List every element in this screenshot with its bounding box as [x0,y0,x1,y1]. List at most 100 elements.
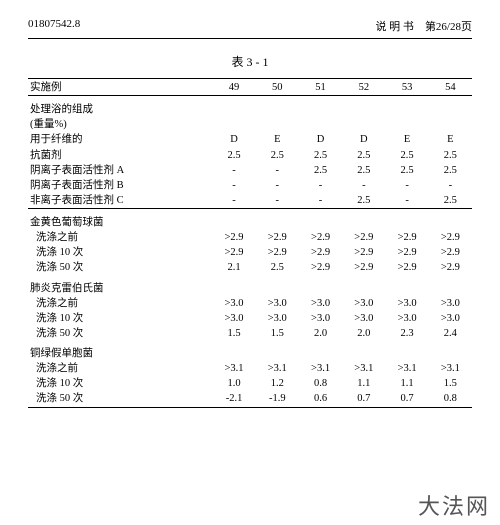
cell: >3.0 [342,296,385,311]
cell: 2.5 [385,148,428,163]
cell: >3.0 [385,311,428,326]
cell: 2.5 [342,163,385,178]
cell: >3.1 [342,361,385,376]
cell: 1.5 [212,326,255,341]
sectD-r2-lbl: 洗涤 10 次 [28,376,212,391]
cell: >3.0 [429,311,472,326]
cell: 2.0 [299,326,342,341]
cell: >3.1 [385,361,428,376]
anionA-label: 阴离子表面活性剂 A [28,163,212,178]
cell: 1.0 [212,376,255,391]
sectB-r3-lbl: 洗涤 50 次 [28,260,212,275]
sectB-r2-lbl: 洗涤 10 次 [28,245,212,260]
cell: >3.0 [212,296,255,311]
col-54: 54 [429,80,472,96]
col-50: 50 [256,80,299,96]
sectD-r1-lbl: 洗涤之前 [28,361,212,376]
cell: >2.9 [212,230,255,245]
sectD-title: 铜绿假单胞菌 [28,341,212,361]
cell: 0.8 [299,376,342,391]
cell: >3.1 [256,361,299,376]
cell: - [385,193,428,209]
page-number: 第26/28页 [425,21,472,33]
cell: >2.9 [385,245,428,260]
cell: 1.5 [429,376,472,391]
cell: 2.5 [385,163,428,178]
cell: 0.7 [342,391,385,407]
header-center: 说 明 书 [375,21,414,33]
col-53: 53 [385,80,428,96]
doc-number: 01807542.8 [28,18,80,34]
cell: >2.9 [429,245,472,260]
cell: - [299,193,342,209]
col-head-label: 实施例 [28,80,212,96]
anionB-label: 阴离子表面活性剂 B [28,178,212,193]
cell: >3.1 [299,361,342,376]
cell: -2.1 [212,391,255,407]
cell: - [256,178,299,193]
cell: >3.1 [429,361,472,376]
cell: >3.1 [212,361,255,376]
cell: >2.9 [256,245,299,260]
cell: E [385,132,428,147]
cell: 2.5 [299,163,342,178]
cell: 1.2 [256,376,299,391]
cell: >3.0 [429,296,472,311]
cell: >2.9 [342,260,385,275]
sectB-r1-lbl: 洗涤之前 [28,230,212,245]
cell: >2.9 [385,260,428,275]
cell: 2.3 [385,326,428,341]
cell: 0.8 [429,391,472,407]
table-title: 表 3 - 1 [28,53,472,70]
cell: 2.5 [256,260,299,275]
cell: >2.9 [212,245,255,260]
sectB-title: 金黄色葡萄球菌 [28,210,212,230]
cell: >2.9 [299,260,342,275]
cell: - [342,178,385,193]
cell: >3.0 [256,296,299,311]
cell: >3.0 [256,311,299,326]
anti-label: 抗菌剂 [28,148,212,163]
cell: -1.9 [256,391,299,407]
cell: - [299,178,342,193]
cell: 2.5 [429,148,472,163]
data-table: 实施例 49 50 51 52 53 54 处理浴的组成 (重量%) 用于纤维的… [28,78,472,409]
sectA-h1: 处理浴的组成 [28,97,212,117]
cell: >2.9 [429,260,472,275]
cell: >2.9 [299,230,342,245]
sectA-h2: (重量%) [28,117,212,132]
cell: >2.9 [429,230,472,245]
sectC-r2-lbl: 洗涤 10 次 [28,311,212,326]
cell: D [342,132,385,147]
cell: 2.1 [212,260,255,275]
col-52: 52 [342,80,385,96]
col-49: 49 [212,80,255,96]
cell: 2.5 [256,148,299,163]
cell: 2.5 [429,193,472,209]
sectD-r3-lbl: 洗涤 50 次 [28,391,212,407]
cell: 1.1 [385,376,428,391]
watermark-text: 大法网 [418,489,490,521]
header-rule [28,38,472,39]
cell: - [212,193,255,209]
sectC-r1-lbl: 洗涤之前 [28,296,212,311]
cell: - [429,178,472,193]
sectC-title: 肺炎克雷伯氏菌 [28,276,212,296]
cell: - [212,178,255,193]
cell: >3.0 [212,311,255,326]
cell: 2.5 [212,148,255,163]
cell: - [212,163,255,178]
fiber-label: 用于纤维的 [28,132,212,147]
cell: 2.5 [429,163,472,178]
cell: 0.6 [299,391,342,407]
cell: 0.7 [385,391,428,407]
cell: 1.1 [342,376,385,391]
col-51: 51 [299,80,342,96]
cell: D [212,132,255,147]
cell: E [256,132,299,147]
cell: 2.5 [342,193,385,209]
cell: 2.5 [299,148,342,163]
nonion-label: 非离子表面活性剂 C [28,193,212,209]
cell: >2.9 [385,230,428,245]
cell: - [385,178,428,193]
